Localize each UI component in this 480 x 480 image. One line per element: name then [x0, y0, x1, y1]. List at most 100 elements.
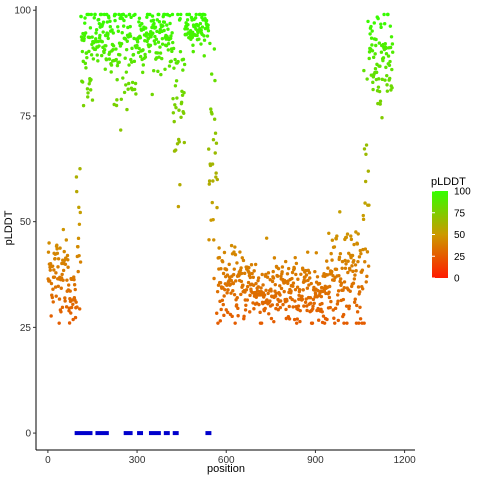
marker-segment [95, 431, 109, 436]
data-point [305, 308, 309, 313]
data-point [218, 281, 223, 285]
data-point [247, 265, 251, 270]
data-point [51, 287, 55, 291]
data-point [361, 217, 366, 222]
data-point [128, 24, 132, 29]
data-point [280, 265, 285, 269]
data-point [138, 54, 143, 59]
data-point [155, 29, 159, 34]
data-point [262, 293, 267, 297]
data-point [181, 68, 185, 72]
data-point [143, 55, 148, 59]
data-point [166, 42, 171, 46]
data-point [294, 272, 298, 277]
data-point [178, 49, 183, 54]
data-point [75, 189, 79, 194]
data-point [206, 23, 210, 27]
data-point [73, 287, 77, 292]
data-point [356, 232, 360, 236]
data-point [57, 297, 62, 301]
data-point [211, 138, 216, 142]
data-point [271, 269, 275, 274]
data-point [95, 53, 99, 57]
data-point [248, 293, 252, 298]
data-point [71, 302, 75, 306]
data-point [137, 46, 141, 51]
data-point [158, 45, 162, 49]
data-point [78, 260, 83, 264]
data-point [272, 256, 277, 260]
data-point [271, 276, 276, 280]
data-point [72, 277, 76, 282]
data-point [358, 290, 362, 294]
data-point [366, 19, 370, 24]
data-point [269, 316, 274, 321]
data-point [232, 292, 237, 297]
data-point [172, 119, 176, 124]
data-point [122, 18, 126, 23]
data-point [284, 307, 288, 312]
data-point [102, 12, 107, 17]
data-point [214, 175, 218, 179]
data-point [214, 141, 219, 145]
data-point [256, 278, 260, 283]
data-point [371, 80, 375, 85]
data-point [220, 259, 225, 264]
data-point [312, 301, 316, 305]
data-point [338, 251, 343, 256]
data-point [327, 295, 332, 300]
data-point [243, 308, 248, 312]
data-point [187, 12, 192, 17]
data-point [374, 70, 379, 75]
data-point [180, 93, 185, 97]
data-point [103, 67, 107, 71]
data-point [330, 258, 334, 262]
data-point [363, 179, 368, 184]
data-point [89, 12, 93, 17]
data-point [54, 294, 58, 298]
data-point [356, 259, 360, 264]
y-tick-label: 25 [20, 323, 32, 334]
data-point [78, 307, 82, 311]
data-point [215, 177, 220, 182]
data-point [266, 291, 270, 296]
data-point [94, 28, 99, 32]
data-point [250, 271, 254, 276]
data-point [367, 203, 371, 207]
data-point [52, 275, 57, 279]
x-tick-label: 1200 [393, 455, 416, 466]
data-point [101, 30, 105, 34]
data-point [47, 241, 51, 245]
data-point [385, 89, 390, 93]
data-point [283, 259, 288, 264]
data-point [179, 115, 183, 119]
data-point [61, 227, 66, 232]
data-point [129, 57, 133, 62]
data-point [215, 205, 219, 210]
data-point [380, 116, 384, 120]
data-point [231, 281, 236, 286]
data-point [134, 92, 138, 96]
data-point [345, 321, 349, 325]
data-point [47, 279, 52, 283]
data-point [202, 34, 206, 38]
data-point [130, 46, 134, 51]
data-point [233, 321, 237, 325]
data-point [385, 83, 389, 87]
data-point [239, 279, 244, 284]
data-point [353, 263, 358, 267]
data-point [355, 303, 359, 308]
data-point [246, 280, 251, 285]
data-point [210, 162, 215, 166]
data-point [181, 57, 186, 62]
data-point [132, 87, 137, 92]
data-point [133, 81, 138, 86]
data-point [374, 37, 378, 42]
marker-segment [172, 431, 179, 436]
data-point [221, 271, 226, 276]
data-point [127, 12, 132, 17]
data-point [261, 283, 265, 287]
data-point [268, 299, 272, 303]
data-point [176, 59, 180, 64]
data-point [81, 103, 86, 108]
